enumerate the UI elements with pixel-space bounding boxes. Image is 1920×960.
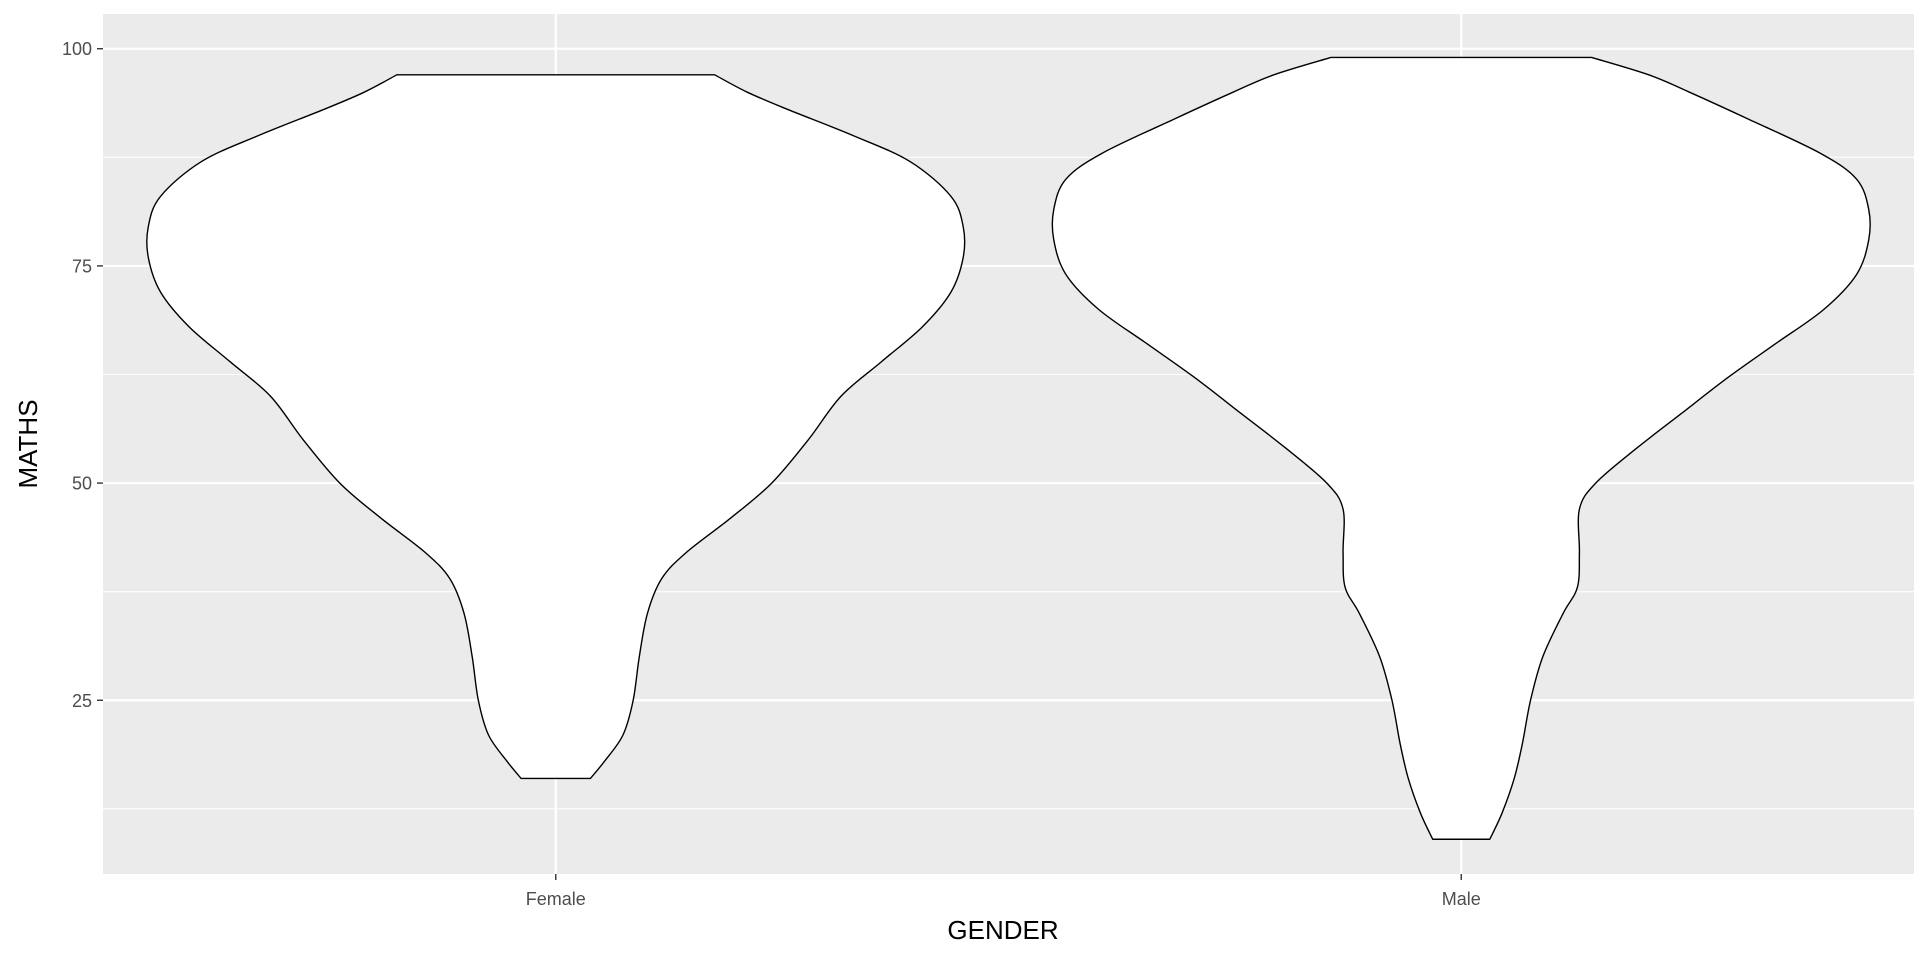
violin-male [1051, 56, 1871, 840]
x-tick-label-female: Female [526, 889, 586, 909]
x-axis-title: GENDER [947, 915, 1058, 945]
x-axis: Female Male [526, 874, 1481, 909]
y-axis-title: MATHS [13, 399, 43, 488]
y-tick-label: 50 [72, 474, 92, 494]
y-tick-label: 100 [62, 39, 92, 59]
y-tick-label: 75 [72, 256, 92, 276]
y-axis: 25 50 75 100 [62, 39, 103, 711]
y-tick-label: 25 [72, 691, 92, 711]
x-tick-label-male: Male [1442, 889, 1481, 909]
violins [146, 56, 1871, 840]
violin-female [146, 74, 966, 780]
